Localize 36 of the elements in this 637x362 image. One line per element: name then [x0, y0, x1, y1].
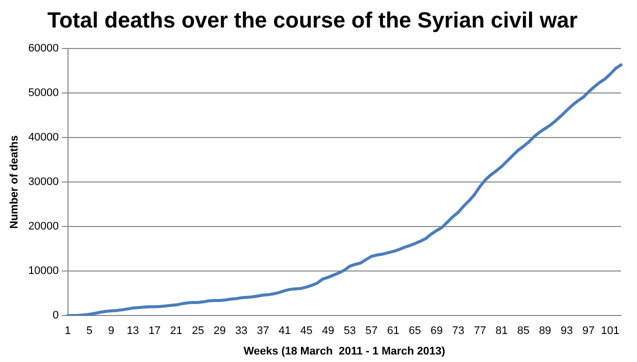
- y-tick-label: 20000: [28, 220, 59, 233]
- x-tick-label: 37: [256, 325, 270, 338]
- x-tick-label: 53: [344, 325, 356, 338]
- x-tick-label: 97: [582, 325, 595, 338]
- x-tick-label: 61: [387, 325, 400, 338]
- x-tick-label: 77: [474, 325, 486, 338]
- x-tick-label: 13: [126, 325, 139, 338]
- x-tick-label: 69: [430, 325, 443, 338]
- x-tick-label: 101: [600, 325, 620, 338]
- y-tick-label: 40000: [28, 132, 59, 144]
- x-tick-label: 57: [365, 325, 378, 338]
- y-tick-label: 50000: [28, 86, 59, 99]
- x-tick-label: 45: [300, 325, 313, 338]
- x-tick-label: 9: [108, 325, 114, 338]
- x-tick-label: 41: [278, 325, 291, 338]
- x-tick-label: 5: [86, 325, 93, 338]
- chart-title: Total deaths over the course of the Syrian civil war: [47, 7, 578, 32]
- x-tick-label: 65: [408, 325, 422, 338]
- x-tick-label: 29: [214, 325, 226, 338]
- x-tick-label: 33: [235, 325, 248, 338]
- y-axis-title: Number of deaths: [8, 135, 21, 229]
- y-tick-label: 10000: [28, 265, 59, 278]
- x-tick-label: 93: [560, 325, 573, 338]
- x-axis-title: Weeks (18 March 2011 - 1 March 2013): [244, 345, 446, 358]
- x-tick-label: 17: [148, 325, 161, 338]
- x-tick-label: 21: [170, 325, 182, 338]
- x-tick-label: 85: [517, 325, 530, 338]
- x-tick-label: 49: [322, 325, 334, 338]
- x-tick-label: 25: [192, 325, 204, 338]
- x-tick-label: 89: [538, 325, 552, 338]
- y-tick-label: 60000: [28, 42, 59, 54]
- x-tick-label: 73: [452, 325, 464, 338]
- x-tick-label: 81: [496, 325, 508, 338]
- y-tick-label: 30000: [28, 176, 59, 188]
- y-tick-label: 0: [52, 310, 59, 322]
- x-tick-label: 1: [64, 325, 71, 338]
